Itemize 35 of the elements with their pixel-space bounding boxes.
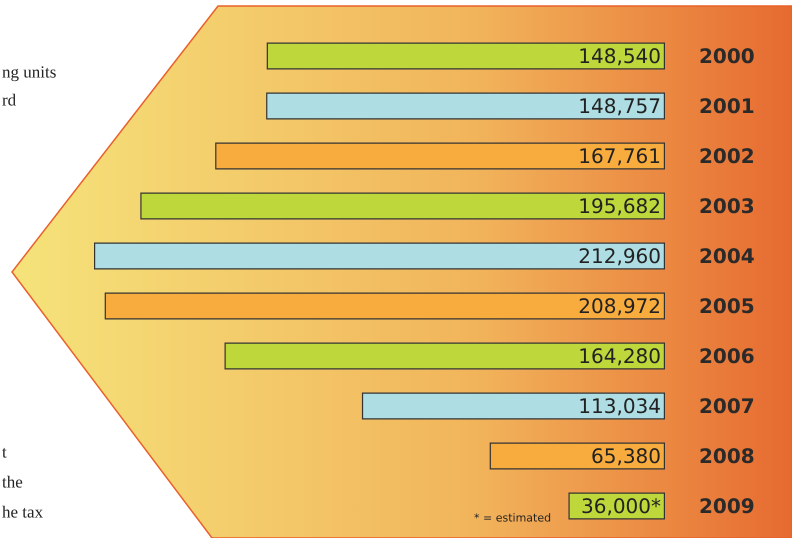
y-tick-label: 2001 bbox=[699, 94, 755, 118]
text: t bbox=[2, 442, 7, 462]
data-label: 36,000* bbox=[581, 494, 661, 518]
y-tick-label: 2002 bbox=[699, 144, 755, 168]
y-tick-label: 2000 bbox=[699, 44, 755, 68]
annotation: * = estimated bbox=[474, 512, 552, 524]
bar bbox=[215, 142, 665, 170]
text: rd bbox=[2, 90, 17, 110]
bar bbox=[224, 342, 665, 370]
data-label: 195,682 bbox=[578, 194, 661, 218]
text: the bbox=[2, 472, 23, 492]
y-tick-label: 2004 bbox=[699, 244, 755, 268]
text: he tax bbox=[2, 502, 44, 522]
y-tick-label: 2003 bbox=[699, 194, 755, 218]
data-label: 148,757 bbox=[578, 94, 661, 118]
y-tick-label: 2007 bbox=[699, 394, 755, 418]
data-label: 113,034 bbox=[578, 394, 661, 418]
text: ng units bbox=[2, 62, 56, 82]
data-label: 65,380 bbox=[591, 444, 661, 468]
bar bbox=[140, 192, 665, 220]
bar bbox=[266, 42, 665, 70]
data-label: 208,972 bbox=[578, 294, 661, 318]
y-tick-label: 2006 bbox=[699, 344, 755, 368]
bar bbox=[94, 242, 665, 270]
data-label: 148,540 bbox=[578, 44, 661, 68]
y-tick-label: 2008 bbox=[699, 444, 755, 468]
data-label: 167,761 bbox=[578, 144, 661, 168]
bar bbox=[362, 392, 665, 420]
y-tick-label: 2005 bbox=[699, 294, 755, 318]
bar bbox=[104, 292, 665, 320]
data-label: 212,960 bbox=[578, 244, 661, 268]
y-tick-label: 2009 bbox=[699, 494, 755, 518]
data-label: 164,280 bbox=[578, 344, 661, 368]
bar bbox=[266, 92, 665, 120]
bar bbox=[490, 442, 665, 470]
